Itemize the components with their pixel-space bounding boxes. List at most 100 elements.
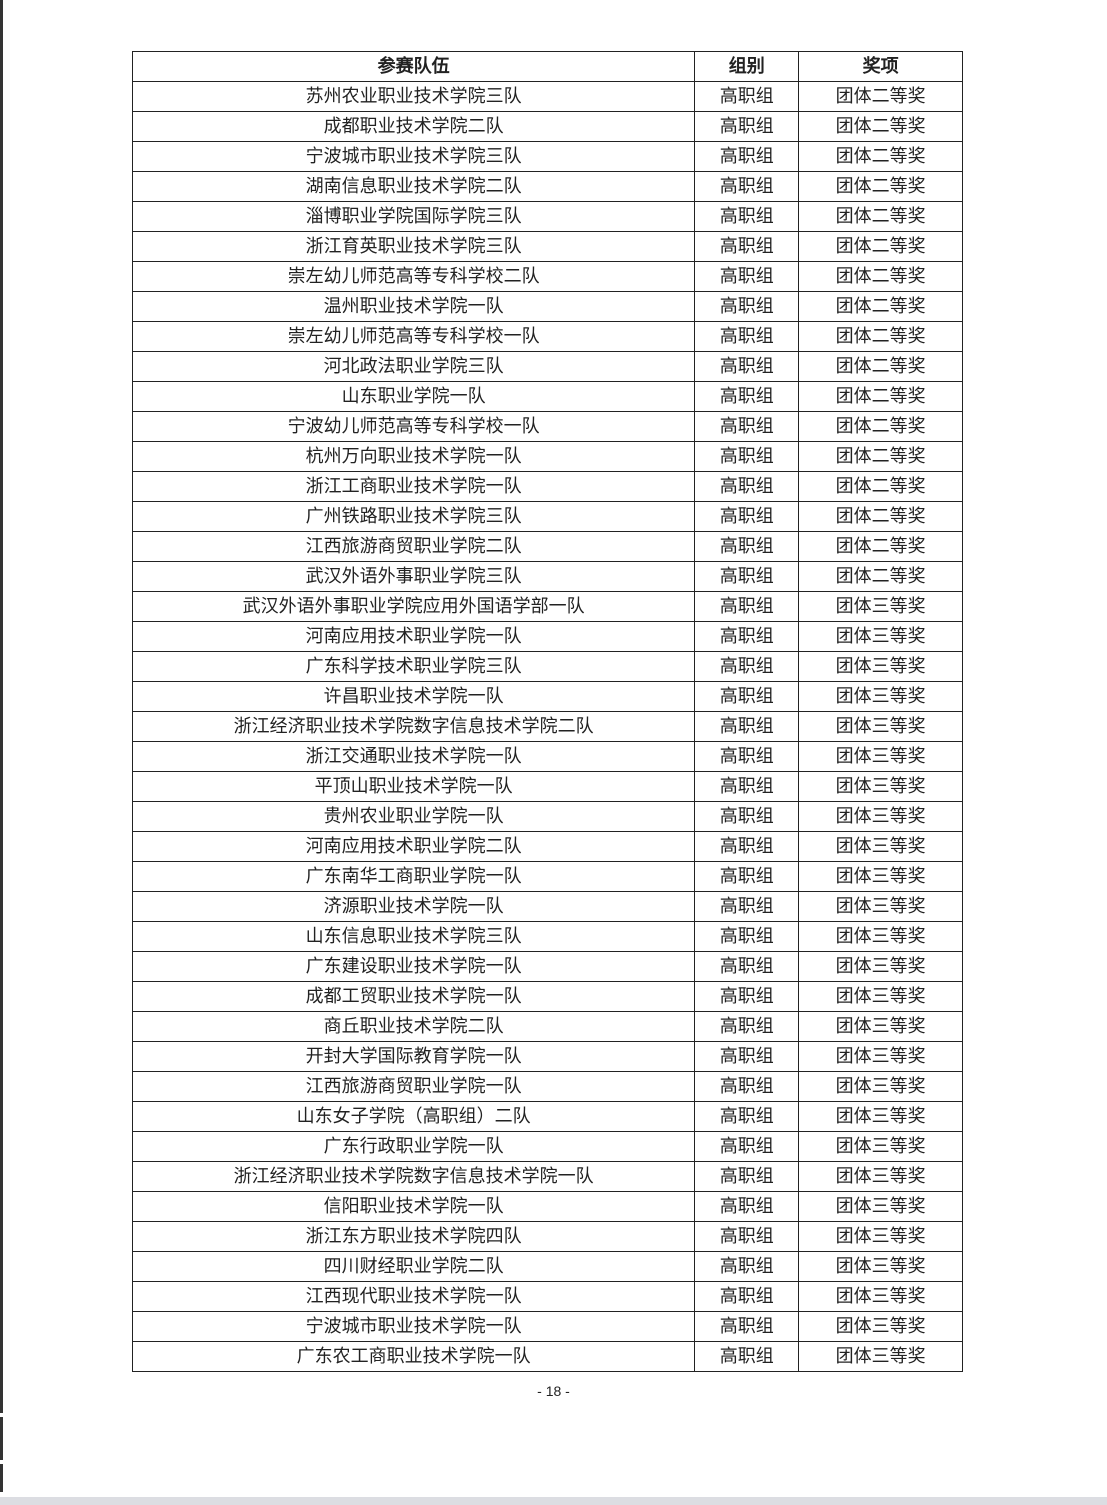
table-row: 广东建设职业技术学院一队 高职组 团体三等奖 xyxy=(131,951,963,982)
award-cell: 团体三等奖 xyxy=(798,921,963,952)
group-cell: 高职组 xyxy=(694,831,800,862)
award-cell: 团体二等奖 xyxy=(798,441,963,472)
award-cell: 团体三等奖 xyxy=(798,861,963,892)
table-row: 江西旅游商贸职业学院二队 高职组 团体二等奖 xyxy=(131,531,963,562)
team-cell: 信阳职业技术学院一队 xyxy=(131,1191,696,1222)
award-cell: 团体三等奖 xyxy=(798,651,963,682)
team-cell: 浙江交通职业技术学院一队 xyxy=(131,741,696,772)
table-row: 湖南信息职业技术学院二队 高职组 团体二等奖 xyxy=(131,171,963,202)
team-cell: 浙江经济职业技术学院数字信息技术学院一队 xyxy=(131,1161,696,1192)
group-cell: 高职组 xyxy=(694,411,800,442)
left-edge-gap xyxy=(0,1413,3,1417)
award-cell: 团体三等奖 xyxy=(798,681,963,712)
team-cell: 山东女子学院（高职组）二队 xyxy=(131,1101,696,1132)
team-cell: 浙江东方职业技术学院四队 xyxy=(131,1221,696,1252)
award-cell: 团体三等奖 xyxy=(798,801,963,832)
group-cell: 高职组 xyxy=(694,891,800,922)
team-cell: 苏州农业职业技术学院三队 xyxy=(131,81,696,112)
team-cell: 杭州万向职业技术学院一队 xyxy=(131,441,696,472)
team-cell: 成都职业技术学院二队 xyxy=(131,111,696,142)
team-cell: 许昌职业技术学院一队 xyxy=(131,681,696,712)
table-row: 成都职业技术学院二队 高职组 团体二等奖 xyxy=(131,111,963,142)
team-cell: 浙江经济职业技术学院数字信息技术学院二队 xyxy=(131,711,696,742)
award-cell: 团体三等奖 xyxy=(798,1041,963,1072)
page-number: - 18 - xyxy=(537,1383,570,1399)
group-cell: 高职组 xyxy=(694,771,800,802)
group-cell: 高职组 xyxy=(694,531,800,562)
group-cell: 高职组 xyxy=(694,1281,800,1312)
award-cell: 团体三等奖 xyxy=(798,1221,963,1252)
group-cell: 高职组 xyxy=(694,81,800,112)
team-cell: 浙江工商职业技术学院一队 xyxy=(131,471,696,502)
table-row: 浙江东方职业技术学院四队 高职组 团体三等奖 xyxy=(131,1221,963,1252)
award-cell: 团体三等奖 xyxy=(798,1191,963,1222)
group-cell: 高职组 xyxy=(694,621,800,652)
award-cell: 团体二等奖 xyxy=(798,351,963,382)
table-row: 贵州农业职业学院一队 高职组 团体三等奖 xyxy=(131,801,963,832)
group-cell: 高职组 xyxy=(694,231,800,262)
award-cell: 团体三等奖 xyxy=(798,1161,963,1192)
award-cell: 团体二等奖 xyxy=(798,291,963,322)
table-row: 济源职业技术学院一队 高职组 团体三等奖 xyxy=(131,891,963,922)
table-row: 崇左幼儿师范高等专科学校二队 高职组 团体二等奖 xyxy=(131,261,963,292)
header-group: 组别 xyxy=(694,51,800,82)
group-cell: 高职组 xyxy=(694,1161,800,1192)
award-cell: 团体二等奖 xyxy=(798,171,963,202)
award-cell: 团体三等奖 xyxy=(798,1311,963,1342)
team-cell: 济源职业技术学院一队 xyxy=(131,891,696,922)
group-cell: 高职组 xyxy=(694,501,800,532)
team-cell: 江西现代职业技术学院一队 xyxy=(131,1281,696,1312)
award-cell: 团体三等奖 xyxy=(798,891,963,922)
table-row: 广州铁路职业技术学院三队 高职组 团体二等奖 xyxy=(131,501,963,532)
table-row: 江西现代职业技术学院一队 高职组 团体三等奖 xyxy=(131,1281,963,1312)
table-row: 信阳职业技术学院一队 高职组 团体三等奖 xyxy=(131,1191,963,1222)
award-cell: 团体三等奖 xyxy=(798,1101,963,1132)
viewer-bottom-bar xyxy=(0,1497,1107,1505)
team-cell: 崇左幼儿师范高等专科学校一队 xyxy=(131,321,696,352)
table-row: 河南应用技术职业学院一队 高职组 团体三等奖 xyxy=(131,621,963,652)
group-cell: 高职组 xyxy=(694,861,800,892)
table-row: 许昌职业技术学院一队 高职组 团体三等奖 xyxy=(131,681,963,712)
group-cell: 高职组 xyxy=(694,1011,800,1042)
table-row: 苏州农业职业技术学院三队 高职组 团体二等奖 xyxy=(131,81,963,112)
group-cell: 高职组 xyxy=(694,1191,800,1222)
left-edge-bar xyxy=(0,0,3,1492)
team-cell: 河南应用技术职业学院二队 xyxy=(131,831,696,862)
header-team: 参赛队伍 xyxy=(131,51,696,82)
group-cell: 高职组 xyxy=(694,201,800,232)
team-cell: 广东农工商职业技术学院一队 xyxy=(131,1341,696,1372)
table-row: 平顶山职业技术学院一队 高职组 团体三等奖 xyxy=(131,771,963,802)
group-cell: 高职组 xyxy=(694,171,800,202)
header-award: 奖项 xyxy=(798,51,963,82)
group-cell: 高职组 xyxy=(694,1221,800,1252)
group-cell: 高职组 xyxy=(694,651,800,682)
table-row: 河南应用技术职业学院二队 高职组 团体三等奖 xyxy=(131,831,963,862)
table-row: 河北政法职业学院三队 高职组 团体二等奖 xyxy=(131,351,963,382)
award-cell: 团体三等奖 xyxy=(798,1131,963,1162)
group-cell: 高职组 xyxy=(694,711,800,742)
team-cell: 广东南华工商职业学院一队 xyxy=(131,861,696,892)
team-cell: 温州职业技术学院一队 xyxy=(131,291,696,322)
team-cell: 崇左幼儿师范高等专科学校二队 xyxy=(131,261,696,292)
award-cell: 团体三等奖 xyxy=(798,741,963,772)
award-cell: 团体三等奖 xyxy=(798,1011,963,1042)
table-row: 山东女子学院（高职组）二队 高职组 团体三等奖 xyxy=(131,1101,963,1132)
table-row: 四川财经职业学院二队 高职组 团体三等奖 xyxy=(131,1251,963,1282)
table-row: 商丘职业技术学院二队 高职组 团体三等奖 xyxy=(131,1011,963,1042)
award-cell: 团体三等奖 xyxy=(798,771,963,802)
award-cell: 团体二等奖 xyxy=(798,141,963,172)
table-row: 广东南华工商职业学院一队 高职组 团体三等奖 xyxy=(131,861,963,892)
team-cell: 广东行政职业学院一队 xyxy=(131,1131,696,1162)
group-cell: 高职组 xyxy=(694,321,800,352)
table-row: 浙江工商职业技术学院一队 高职组 团体二等奖 xyxy=(131,471,963,502)
team-cell: 武汉外语外事职业学院应用外国语学部一队 xyxy=(131,591,696,622)
table-row: 山东职业学院一队 高职组 团体二等奖 xyxy=(131,381,963,412)
award-cell: 团体二等奖 xyxy=(798,531,963,562)
group-cell: 高职组 xyxy=(694,981,800,1012)
group-cell: 高职组 xyxy=(694,381,800,412)
award-cell: 团体三等奖 xyxy=(798,1251,963,1282)
group-cell: 高职组 xyxy=(694,1341,800,1372)
award-cell: 团体二等奖 xyxy=(798,411,963,442)
table-row: 宁波城市职业技术学院三队 高职组 团体二等奖 xyxy=(131,141,963,172)
table-row: 武汉外语外事职业学院三队 高职组 团体二等奖 xyxy=(131,561,963,592)
